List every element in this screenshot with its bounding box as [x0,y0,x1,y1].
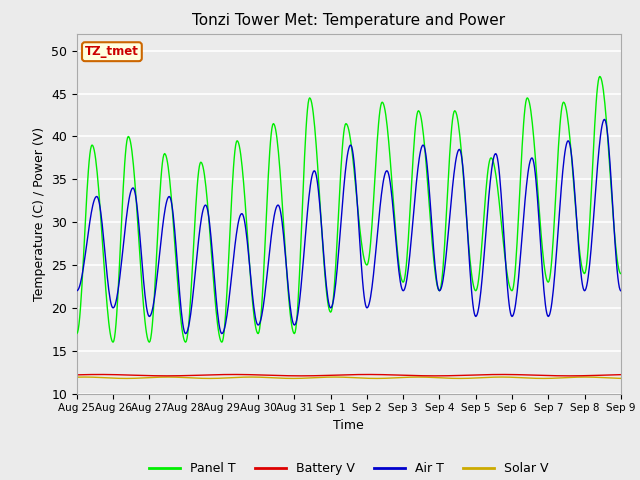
Panel T [314,163,321,168]
Battery V [615,372,623,378]
Line: Battery V: Battery V [77,374,621,376]
Panel T [615,265,623,271]
Panel T [109,339,117,345]
Line: Solar V: Solar V [77,377,621,378]
Solar V [461,375,468,381]
Air T [481,239,489,245]
Y-axis label: Temperature (C) / Power (V): Temperature (C) / Power (V) [33,127,45,300]
Panel T [596,73,604,79]
Battery V [395,372,403,378]
Panel T [481,197,489,203]
Battery V [96,372,104,377]
Battery V [73,372,81,378]
Solar V [395,375,403,381]
Air T [394,262,402,267]
Line: Panel T: Panel T [77,76,621,342]
Panel T [73,331,81,336]
Solar V [617,375,625,381]
Air T [600,117,608,122]
Air T [314,181,321,187]
Battery V [461,372,468,378]
Air T [615,280,623,286]
Air T [157,239,164,244]
Panel T [158,167,166,173]
Solar V [482,374,490,380]
Battery V [163,373,171,379]
Solar V [80,374,88,380]
Panel T [394,254,402,260]
X-axis label: Time: Time [333,419,364,432]
Solar V [314,374,322,380]
Air T [460,179,468,184]
Air T [617,288,625,294]
Title: Tonzi Tower Met: Temperature and Power: Tonzi Tower Met: Temperature and Power [192,13,506,28]
Air T [182,331,189,336]
Line: Air T: Air T [77,120,621,334]
Air T [73,288,81,294]
Solar V [122,375,130,381]
Legend: Panel T, Battery V, Air T, Solar V: Panel T, Battery V, Air T, Solar V [144,457,554,480]
Battery V [314,373,322,379]
Panel T [460,183,468,189]
Solar V [615,375,623,381]
Solar V [73,374,81,380]
Solar V [159,374,166,380]
Text: TZ_tmet: TZ_tmet [85,45,139,58]
Panel T [617,271,625,276]
Battery V [158,373,166,379]
Battery V [482,372,490,378]
Battery V [617,372,625,378]
